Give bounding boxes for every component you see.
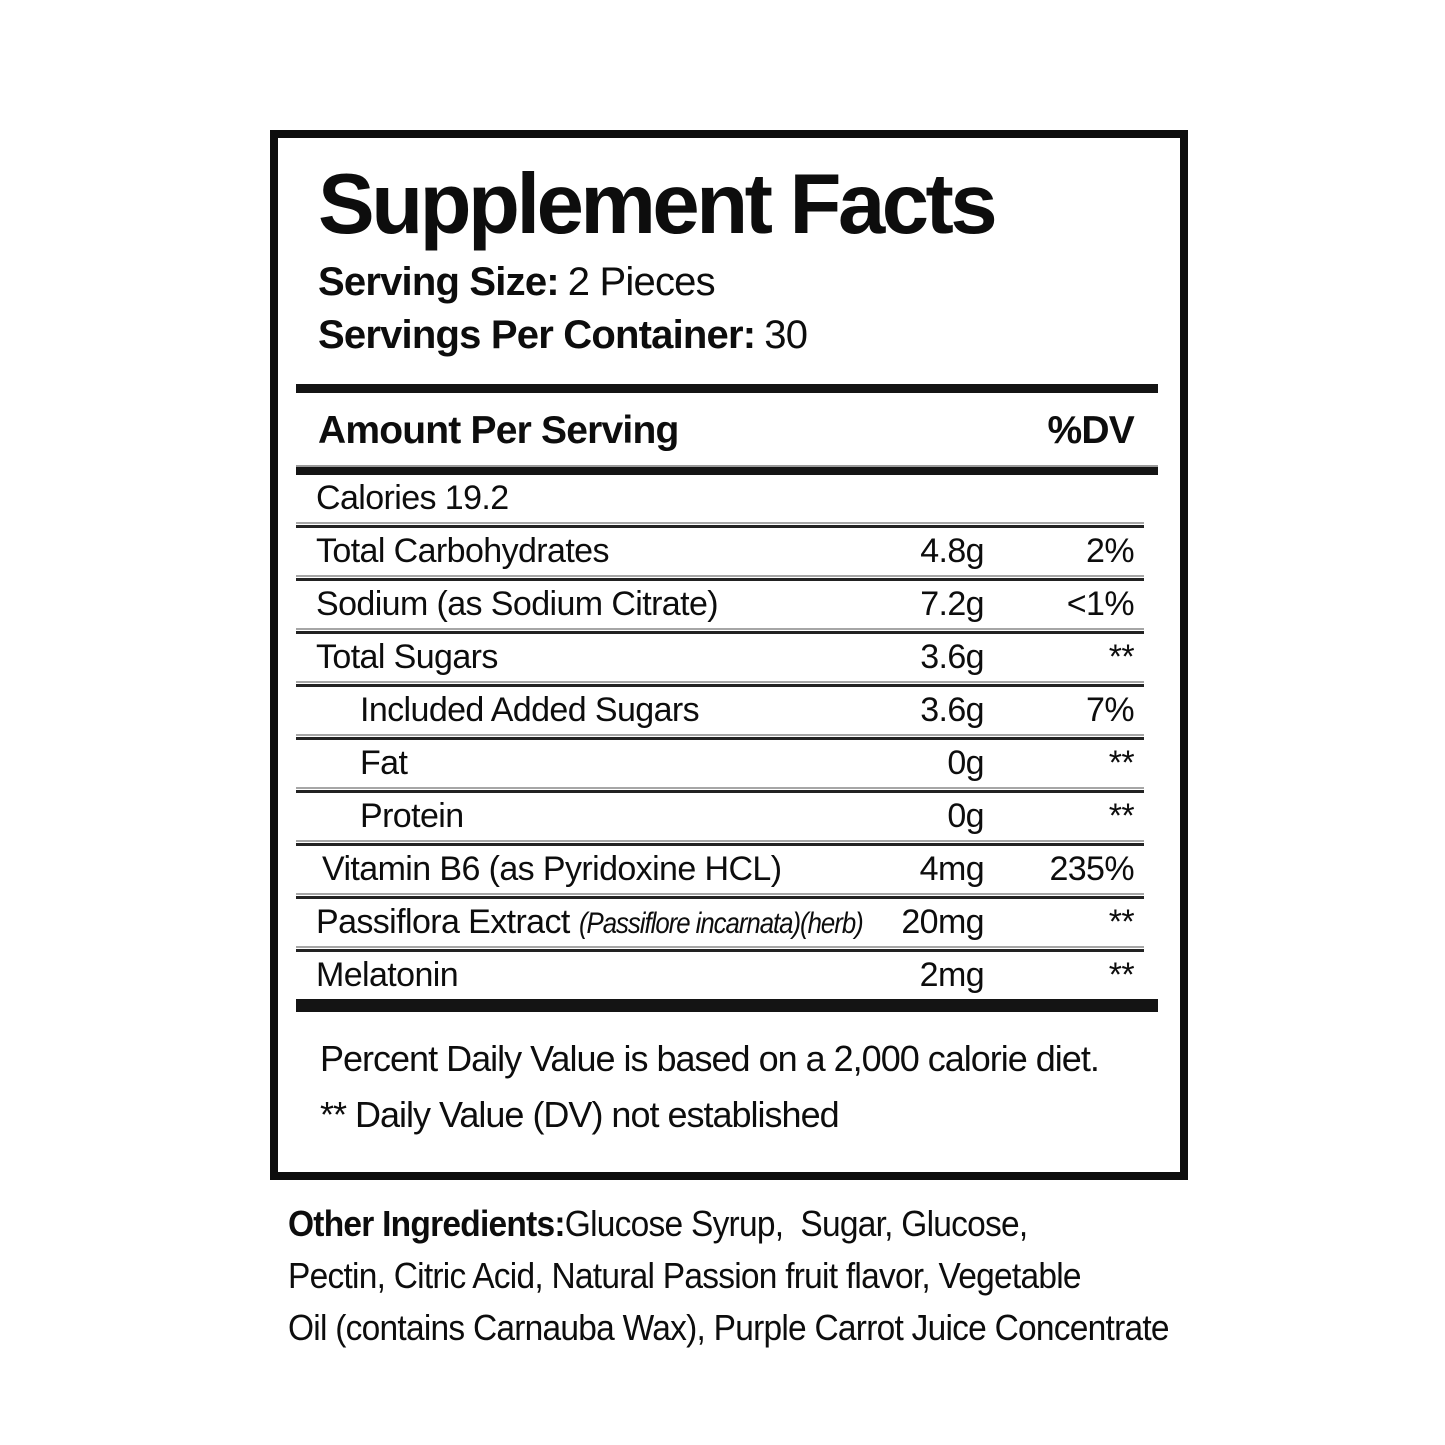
nutrient-row-fat: Fat 0g ** <box>296 740 1158 787</box>
nutrient-amount: 7.2g <box>920 585 984 623</box>
footnote-not-established: ** Daily Value (DV) not established <box>320 1094 840 1135</box>
nutrient-dv: ** <box>1108 797 1135 835</box>
nutrient-name: Sodium (as Sodium Citrate) <box>316 585 719 623</box>
servings-per-container-label: Servings Per Container: <box>318 313 756 357</box>
serving-size-line: Serving Size: 2 Pieces <box>318 259 1158 305</box>
nutrient-row-calories: Calories 19.2 <box>296 475 1158 522</box>
row-divider <box>296 522 1144 528</box>
nutrient-row-total-sugars: Total Sugars 3.6g ** <box>296 634 1158 681</box>
other-ingredients: Other Ingredients:Glucose Syrup, Sugar, … <box>288 1198 1358 1354</box>
other-ingredients-line-3: Oil (contains Carnauba Wax), Purple Carr… <box>288 1307 1170 1348</box>
nutrient-name: Total Carbohydrates <box>316 532 609 570</box>
nutrient-dv: ** <box>1108 744 1135 782</box>
servings-per-container-line: Servings Per Container: 30 <box>318 312 1158 358</box>
nutrient-amount: 3.6g <box>920 691 984 729</box>
nutrient-name: Passiflora Extract (Passiflore incarnata… <box>316 903 864 942</box>
dv-header: %DV <box>1047 409 1135 452</box>
other-ingredients-line-1: Other Ingredients:Glucose Syrup, Sugar, … <box>288 1198 1358 1250</box>
supplement-facts-panel: Supplement Facts Serving Size: 2 Pieces S… <box>270 130 1188 1180</box>
nutrient-amount: 4.8g <box>920 532 984 570</box>
thick-divider-top <box>296 384 1158 393</box>
nutrient-name-botanical: (Passiflore incarnata)(herb) <box>578 907 864 940</box>
nutrient-amount: 0g <box>947 797 984 835</box>
nutrient-row-passiflora-extract: Passiflora Extract (Passiflore incarnata… <box>296 899 1158 946</box>
nutrient-amount: 2mg <box>919 956 985 994</box>
nutrient-row-vitamin-b6: Vitamin B6 (as Pyridoxine HCL) 4mg 235% <box>296 846 1158 893</box>
nutrient-row-included-added-sugars: Included Added Sugars 3.6g 7% <box>296 687 1158 734</box>
nutrient-name: Melatonin <box>316 956 459 994</box>
nutrient-name: Fat <box>360 744 408 782</box>
footnote-daily-value: Percent Daily Value is based on a 2,000 … <box>320 1038 1100 1079</box>
other-ingredients-line-2: Pectin, Citric Acid, Natural Passion fru… <box>288 1255 1082 1296</box>
nutrient-name: Total Sugars <box>316 638 498 676</box>
nutrient-row-total-carbohydrates: Total Carbohydrates 4.8g 2% <box>296 528 1158 575</box>
nutrient-dv: 7% <box>1086 691 1135 729</box>
thick-divider-header <box>296 465 1158 475</box>
nutrient-name: Protein <box>360 797 464 835</box>
nutrient-row-protein: Protein 0g ** <box>296 793 1158 840</box>
row-divider <box>296 681 1144 687</box>
nutrient-amount: 3.6g <box>920 638 984 676</box>
serving-size-value: 2 Pieces <box>567 260 716 304</box>
nutrient-name: Calories 19.2 <box>316 479 509 517</box>
nutrient-amount: 20mg <box>901 903 984 941</box>
other-ingredients-label: Other Ingredients: <box>288 1203 566 1244</box>
serving-size-label: Serving Size: <box>318 260 560 304</box>
row-divider <box>296 575 1144 581</box>
nutrient-row-melatonin: Melatonin 2mg ** <box>296 952 1158 999</box>
amount-per-serving-header: Amount Per Serving <box>318 409 679 452</box>
table-header-row: Amount Per Serving %DV <box>296 393 1158 465</box>
nutrient-dv: ** <box>1108 903 1135 941</box>
row-divider <box>296 946 1144 952</box>
nutrient-dv: ** <box>1108 956 1135 994</box>
nutrient-row-sodium: Sodium (as Sodium Citrate) 7.2g <1% <box>296 581 1158 628</box>
nutrient-dv: 2% <box>1086 532 1135 570</box>
nutrient-name: Vitamin B6 (as Pyridoxine HCL) <box>322 850 782 888</box>
row-divider <box>296 840 1144 846</box>
row-divider <box>296 734 1144 740</box>
nutrient-dv: 235% <box>1049 850 1134 888</box>
nutrient-dv: ** <box>1108 638 1135 676</box>
row-divider <box>296 628 1144 634</box>
other-ingredients-text-1: Glucose Syrup, Sugar, Glucose, <box>564 1203 1028 1244</box>
nutrient-dv: <1% <box>1066 585 1135 623</box>
nutrient-name-regular: Passiflora Extract <box>316 903 579 941</box>
nutrient-amount: 0g <box>947 744 984 782</box>
row-divider <box>296 787 1144 793</box>
row-divider <box>296 893 1144 899</box>
thick-divider-bottom <box>296 999 1158 1012</box>
servings-per-container-value: 30 <box>764 313 808 357</box>
panel-title: Supplement Facts <box>318 157 998 252</box>
nutrient-name: Included Added Sugars <box>360 691 700 729</box>
nutrient-amount: 4mg <box>919 850 985 888</box>
